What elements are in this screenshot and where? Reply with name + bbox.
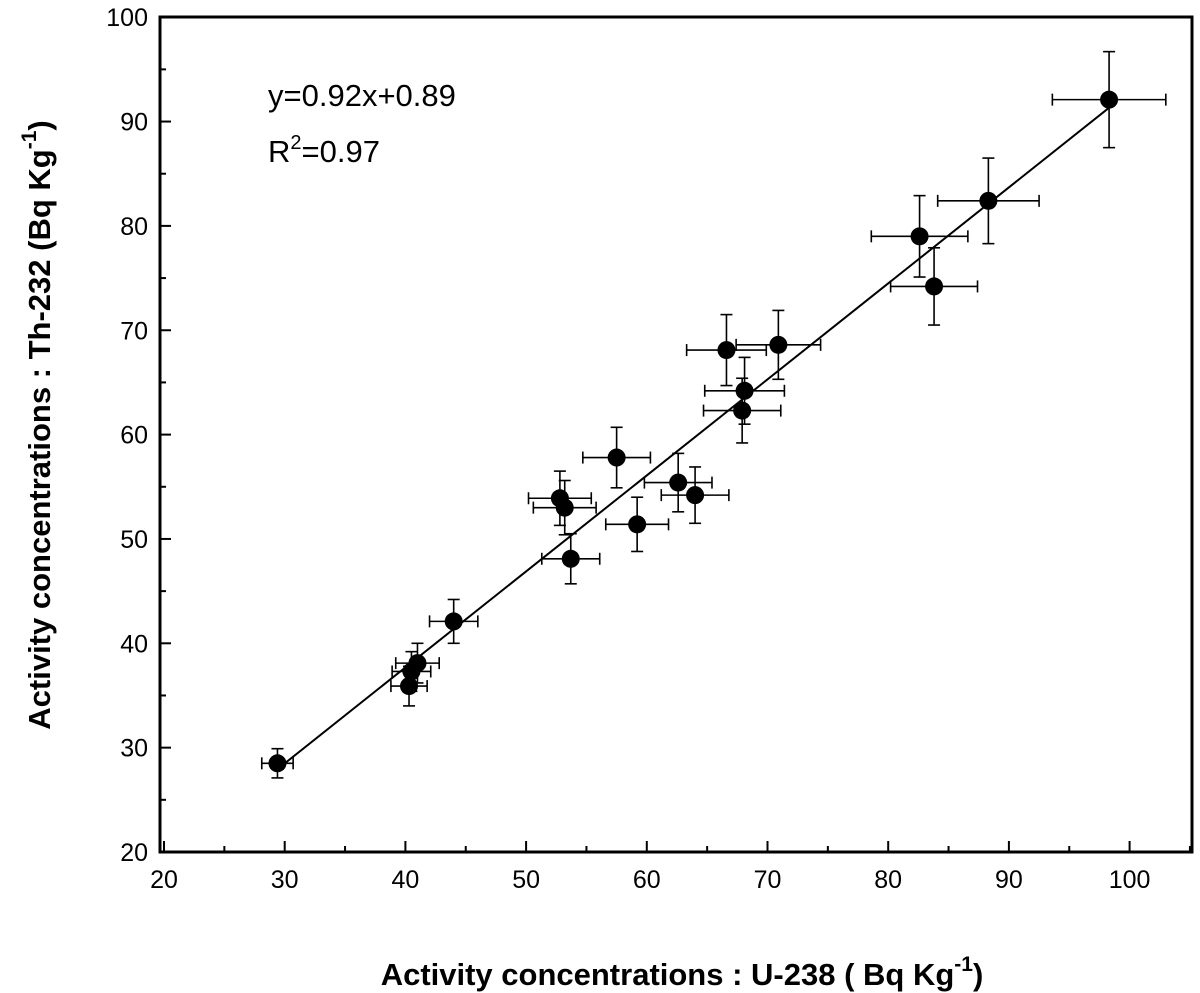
data-point [733, 401, 752, 420]
data-point [408, 654, 427, 673]
data-point [686, 486, 705, 505]
x-tick-label: 30 [271, 866, 299, 894]
data-point [1100, 90, 1119, 109]
y-axis-title: Activity concentrations : Th-232 (Bq Kg-… [18, 120, 57, 729]
x-tick-label: 70 [754, 866, 782, 894]
y-tick-label: 80 [120, 213, 148, 241]
data-points [268, 90, 1119, 773]
y-tick-label: 60 [120, 422, 148, 450]
x-tick-label: 40 [391, 866, 419, 894]
data-point [555, 498, 574, 517]
x-tick-label: 50 [512, 866, 540, 894]
data-point [628, 515, 647, 534]
y-tick-label: 20 [120, 839, 148, 867]
y-tick-label: 100 [106, 4, 148, 32]
r-squared: R2=0.97 [268, 132, 380, 169]
x-tick-label: 60 [633, 866, 661, 894]
y-tick-label: 40 [120, 630, 148, 658]
x-tick-label: 80 [874, 866, 902, 894]
y-tick-label: 70 [120, 317, 148, 345]
y-tick-label: 90 [120, 109, 148, 137]
y-tick-label: 30 [120, 735, 148, 763]
data-point [400, 677, 419, 696]
data-point [910, 227, 929, 246]
data-point [561, 549, 580, 568]
y-tick-label: 50 [120, 526, 148, 554]
data-point [769, 335, 788, 354]
fit-equation: y=0.92x+0.89 [268, 78, 456, 113]
data-point [444, 612, 463, 631]
axis-ticks: 20 30 40 50 60 70 80 90 100 20 30 40 50 60 70 80 90 100 [106, 4, 1191, 894]
x-tick-label: 20 [150, 866, 178, 894]
data-point [607, 448, 626, 467]
x-axis-title: Activity concentrations : U-238 ( Bq Kg-… [381, 953, 984, 992]
data-point [735, 381, 754, 400]
data-point [925, 277, 944, 296]
data-point [268, 754, 287, 773]
data-point [717, 341, 736, 360]
x-tick-label: 90 [995, 866, 1023, 894]
plot-frame [158, 15, 1194, 854]
x-tick-label: 100 [1109, 866, 1151, 894]
error-bars [260, 50, 1167, 779]
data-point [979, 191, 998, 210]
data-point [669, 473, 688, 492]
